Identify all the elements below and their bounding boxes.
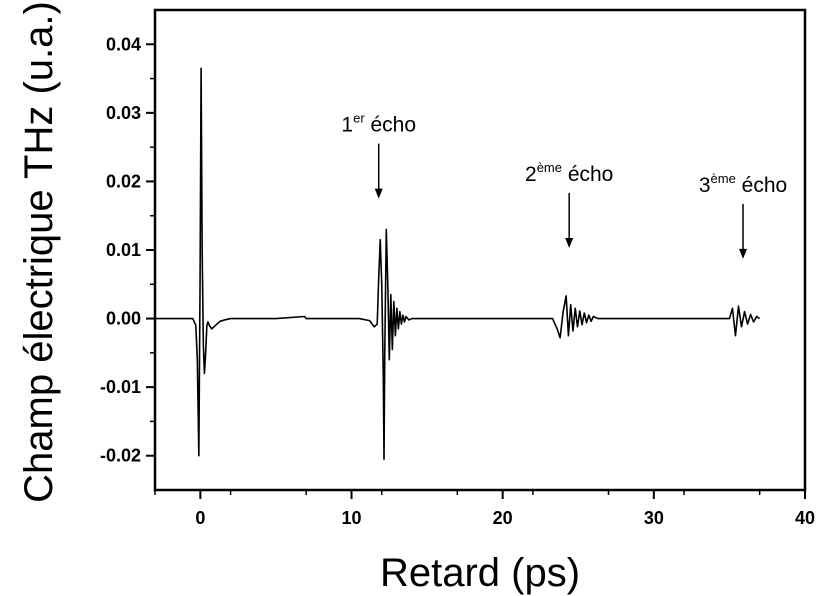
tick-labels: 0 10 20 30 40 -0.02 -0.01 0.00 0.01 0.02 0.03 0.04: [100, 34, 815, 528]
plot-frame: [155, 10, 805, 490]
echo-label: 3ème écho: [699, 171, 787, 197]
x-axis-title: Retard (ps): [380, 551, 580, 595]
echo-arrowhead: [375, 189, 383, 199]
echo-annotation: 2ème écho: [525, 160, 613, 248]
y-tick-label: 0.01: [106, 240, 141, 260]
echo-label: 2ème écho: [525, 160, 613, 186]
y-tick-label: -0.01: [100, 377, 141, 397]
x-tick-label: 30: [644, 508, 664, 528]
y-axis-title: Champ électrique THz (u.a.): [17, 1, 61, 503]
x-tick-label: 20: [493, 508, 513, 528]
echo-arrowhead: [739, 249, 747, 259]
y-tick-label: 0.02: [106, 171, 141, 191]
ticks: [146, 44, 805, 499]
y-tick-label: 0.03: [106, 103, 141, 123]
x-tick-label: 40: [795, 508, 815, 528]
x-tick-label: 0: [195, 508, 205, 528]
y-tick-label: 0.00: [106, 309, 141, 329]
echo-annotation: 3ème écho: [699, 171, 787, 259]
x-tick-label: 10: [341, 508, 361, 528]
signal-line: [155, 68, 760, 459]
echo-annotation: 1er écho: [341, 111, 416, 199]
y-tick-label: 0.04: [106, 34, 141, 54]
echo-label: 1er écho: [341, 111, 416, 137]
y-tick-label: -0.02: [100, 446, 141, 466]
echo-arrowhead: [565, 238, 573, 248]
annotations: 1er écho 2ème écho 3ème écho: [341, 111, 787, 259]
